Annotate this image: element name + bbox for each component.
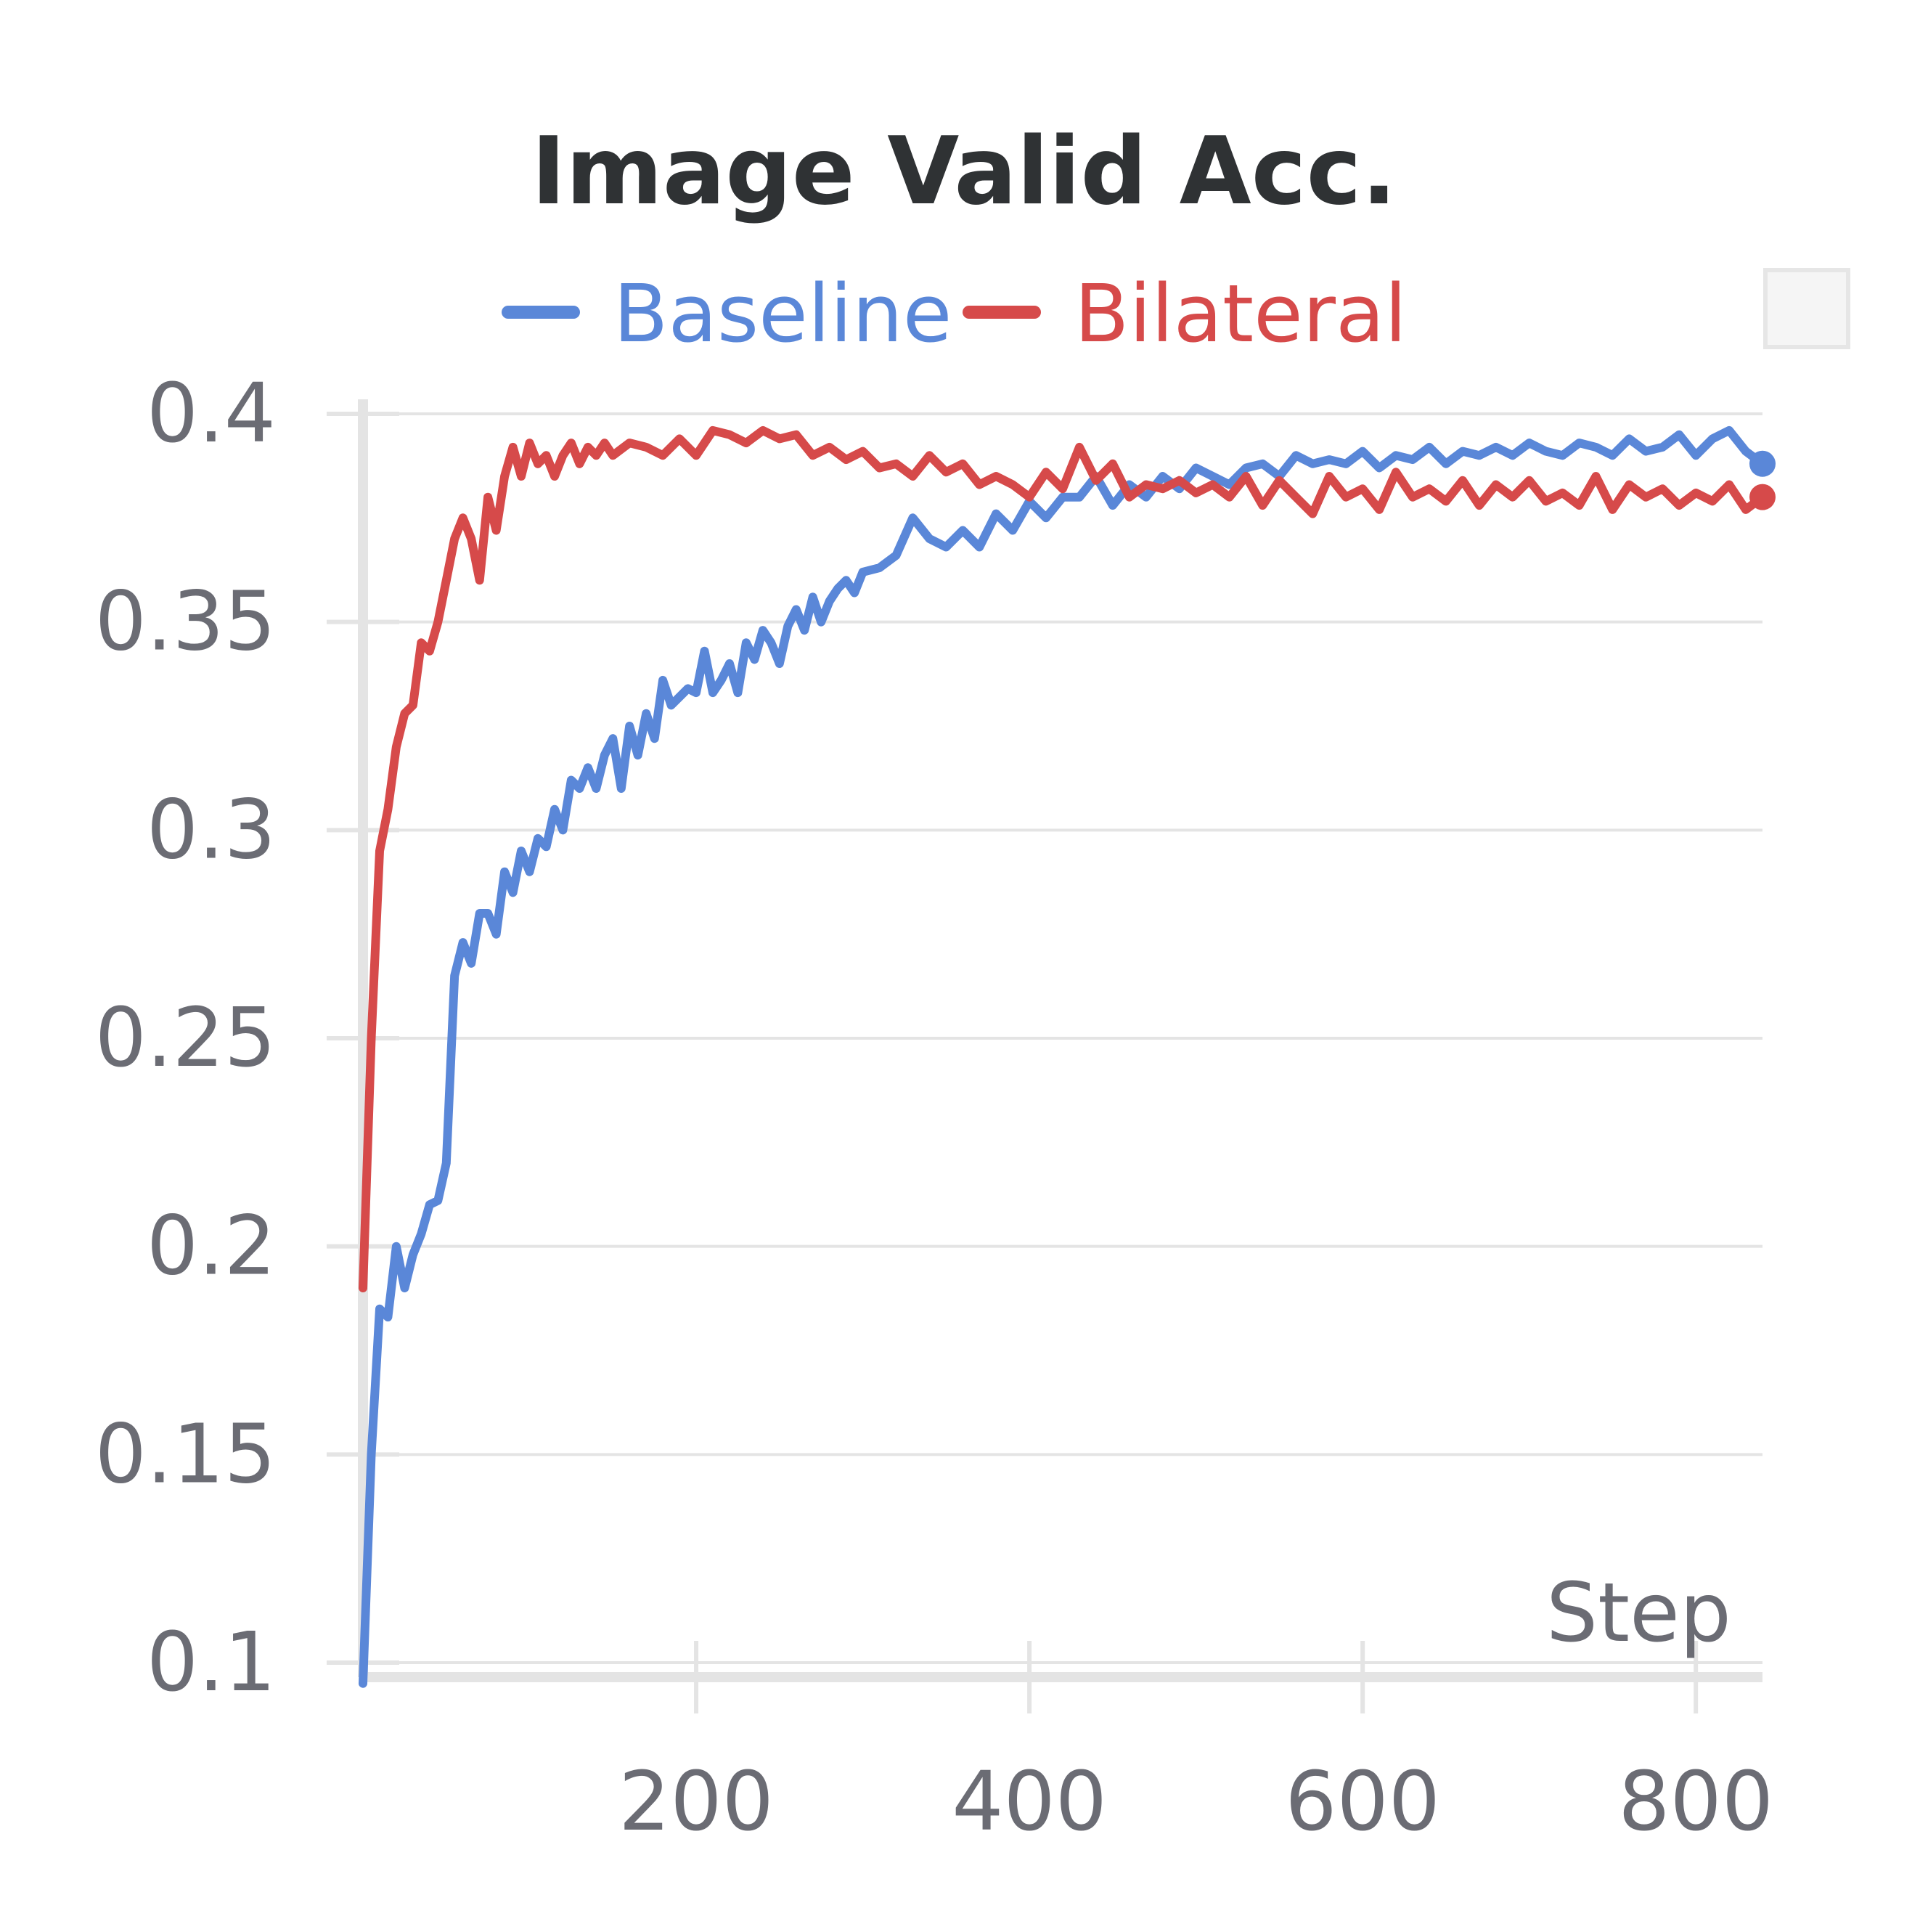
labels-layer: Image Valid Acc. Step (531, 118, 1731, 1660)
series-end-marker-bilateral (1749, 484, 1776, 510)
y-tick-label: 0.35 (95, 575, 276, 669)
x-tick-label: 200 (618, 1755, 774, 1849)
legend-label: Baseline (613, 267, 952, 360)
chart-title: Image Valid Acc. (531, 118, 1397, 226)
legend: Baseline Bilateral (502, 267, 1407, 360)
grid-layer (363, 412, 1762, 1664)
y-tick-label: 0.4 (147, 367, 276, 461)
series-line-bilateral (359, 425, 1767, 1292)
chart-menu-handle[interactable] (1763, 268, 1850, 349)
series-layer (359, 425, 1776, 1688)
y-tick-label: 0.3 (147, 783, 276, 877)
x-axis-label: Step (1546, 1566, 1731, 1660)
y-tick-label: 0.1 (147, 1615, 276, 1710)
x-tick-label: 400 (952, 1755, 1107, 1849)
x-tick-label: 600 (1285, 1755, 1440, 1849)
y-tick-label: 0.15 (95, 1407, 276, 1501)
y-tick-label: 0.25 (95, 991, 276, 1085)
series-line-baseline (359, 425, 1767, 1688)
legend-label: Bilateral (1074, 267, 1407, 360)
y-tick-label: 0.2 (147, 1199, 276, 1294)
series-end-marker-baseline (1749, 450, 1776, 477)
x-tick-label: 800 (1618, 1755, 1773, 1849)
axes-layer: 0.1 0.15 0.2 0.25 0.3 0.35 0.4 200 400 600 800 (95, 367, 1773, 1849)
